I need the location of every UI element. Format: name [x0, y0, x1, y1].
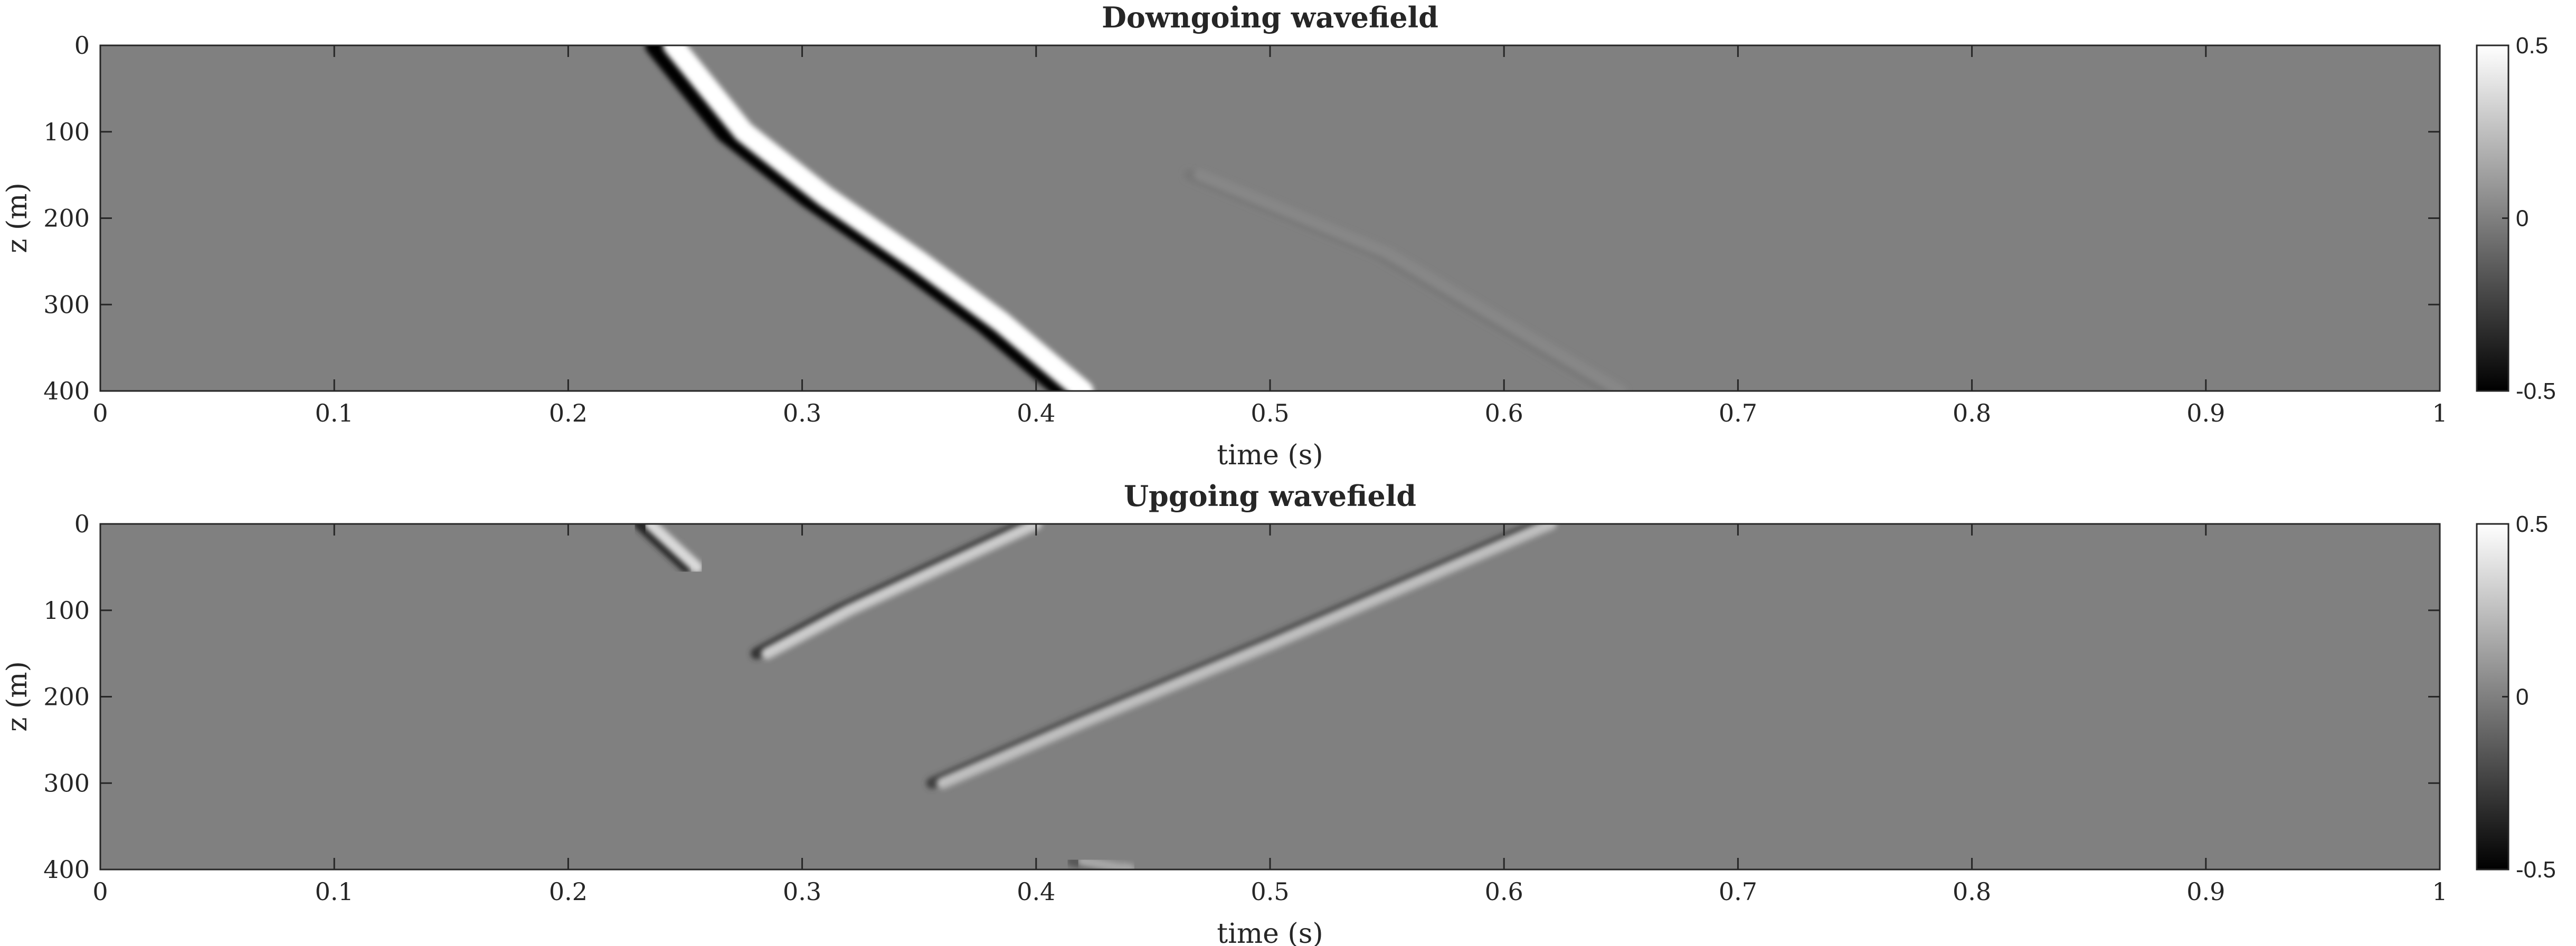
x-tick-label: 0.8	[1953, 877, 1991, 906]
y-tick-label: 0	[74, 510, 90, 538]
x-tick-label: 0	[92, 877, 108, 906]
x-tick-label: 0.4	[1017, 877, 1055, 906]
y-tick-label: 400	[43, 377, 90, 405]
x-tick-label: 0.3	[783, 399, 821, 427]
x-tick-label: 0.8	[1953, 399, 1991, 427]
x-tick-label: 0.9	[2186, 399, 2225, 427]
panel-downgoing: Downgoing wavefield 0 0.1 0.2 0.3 0.4 0.5 0.6 0…	[2, 1, 2556, 471]
y-tick-label: 100	[43, 596, 90, 625]
x-tick-label: 0.6	[1485, 877, 1523, 906]
x-tick-label: 0.2	[549, 877, 588, 906]
colorbar-tick-label: -0.5	[2516, 378, 2556, 404]
y-axis-label: z (m)	[2, 661, 33, 732]
x-tick-label: 0.2	[549, 399, 588, 427]
event-peak	[644, 524, 703, 573]
x-tick-label: 0.3	[783, 877, 821, 906]
x-tick-label: 0.5	[1251, 399, 1289, 427]
colorbar-tick-label: 0.5	[2516, 33, 2548, 59]
x-tick-label: 0	[92, 399, 108, 427]
y-tick-label: 0	[74, 31, 90, 60]
event-trough	[633, 524, 693, 573]
x-tick-label: 0.1	[315, 877, 354, 906]
plot-background	[100, 45, 2440, 391]
x-tick-label: 0.1	[315, 399, 354, 427]
plot-background	[100, 524, 2440, 869]
y-tick-label: 300	[43, 290, 90, 319]
x-axis-label: time (s)	[1217, 918, 1323, 946]
x-tick-label: 0.4	[1017, 399, 1055, 427]
colorbar-tick-label: 0	[2516, 206, 2528, 232]
event-peak	[1194, 169, 1627, 391]
x-tick-label: 0.6	[1485, 399, 1523, 427]
colorbar-tick-label: 0	[2516, 684, 2528, 710]
x-tick-label: 1	[2432, 399, 2447, 427]
y-tick-label: 200	[43, 683, 90, 711]
y-tick-label: 200	[43, 204, 90, 233]
y-tick-label: 300	[43, 769, 90, 797]
chart-title: Downgoing wavefield	[1102, 1, 1438, 34]
chart-title: Upgoing wavefield	[1124, 479, 1416, 513]
colorbar-tick-label: 0.5	[2516, 511, 2548, 537]
x-tick-label: 0.7	[1719, 399, 1757, 427]
colorbar-tick-label: -0.5	[2516, 857, 2556, 883]
event-peak	[1077, 855, 1136, 869]
x-tick-label: 0.5	[1251, 877, 1289, 906]
x-tick-label: 0.9	[2186, 877, 2225, 906]
y-axis-label: z (m)	[2, 183, 33, 253]
panel-upgoing: Upgoing wavefield 0 0.1 0.2 0.3 0.4 0.5 0.6 0.7…	[2, 479, 2556, 946]
event-peak	[662, 45, 1094, 391]
x-tick-label: 0.7	[1719, 877, 1757, 906]
y-tick-label: 400	[43, 855, 90, 884]
x-axis-label: time (s)	[1217, 439, 1323, 471]
event-peak	[761, 524, 1042, 660]
event-peak	[936, 524, 1557, 789]
y-tick-label: 100	[43, 118, 90, 146]
x-tick-label: 1	[2432, 877, 2447, 906]
